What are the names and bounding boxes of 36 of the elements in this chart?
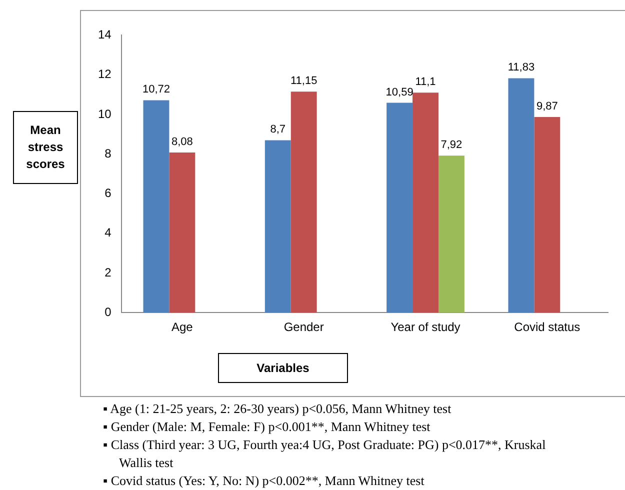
- data-label: 8,08: [171, 136, 193, 148]
- y-tick-label: 6: [104, 186, 112, 200]
- data-label: 10,72: [142, 84, 170, 96]
- data-label: 8,7: [270, 124, 286, 136]
- bar: [412, 92, 438, 313]
- x-axis-title: Variables: [218, 353, 348, 383]
- bar: [143, 100, 170, 313]
- x-tick-label: Gender: [284, 320, 324, 334]
- data-label: 11,1: [415, 76, 436, 88]
- y-tick-label: 10: [98, 106, 112, 121]
- y-tick-label: 14: [98, 28, 112, 42]
- x-tick-label: Covid status: [514, 320, 580, 334]
- y-tick-label: 2: [104, 265, 112, 280]
- y-tick-label: 12: [98, 67, 112, 82]
- data-label: 10,59: [386, 86, 414, 98]
- x-tick-label: Year of study: [390, 320, 460, 334]
- y-tick-label: 4: [104, 226, 112, 240]
- bar: [169, 152, 196, 313]
- text: ▪ Gender (Male: M, Female: F) p<0.001**, Mann Whitney test: [103, 418, 432, 436]
- y-axis-title: Mean stress scores: [13, 111, 78, 184]
- bar: [534, 117, 560, 313]
- text: ▪ Covid status (Yes: Y, No: N) p<0.002**, Mann Whitney test: [103, 472, 426, 490]
- data-label: 7,92: [440, 139, 462, 152]
- data-label: 9,87: [536, 100, 558, 113]
- text: ▪ Age (1: 21-25 years, 2: 26-30 years) p<0.056, Mann Whitney test: [103, 400, 452, 418]
- x-tick-label: Age: [172, 320, 194, 334]
- bar: [290, 92, 317, 313]
- data-label: 11,15: [290, 75, 318, 88]
- y-tick-label: 8: [104, 146, 112, 160]
- text: ▪ Class (Third year: 3 UG, Fourth yea:4 UG, Post Graduate: PG) p<0.017**, Kruskal Wallis test: [103, 436, 547, 472]
- y-tick-label: 0: [104, 304, 112, 319]
- bar: [438, 156, 464, 313]
- bar: [264, 140, 291, 313]
- bar: [508, 78, 534, 313]
- data-label: 11,83: [508, 62, 535, 74]
- bar: [386, 102, 413, 313]
